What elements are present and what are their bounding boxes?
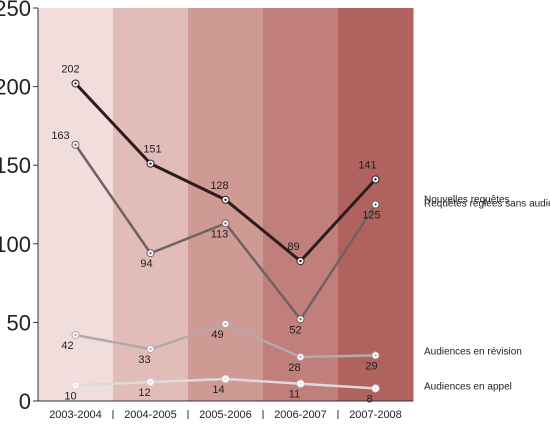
- y-tick-label: 200: [0, 75, 31, 100]
- data-label: 141: [358, 159, 376, 171]
- category-band: [263, 8, 339, 401]
- legend-entry: Requêtes réglées sans audience: [424, 199, 550, 210]
- x-tick-label: 2007-2008: [349, 409, 402, 421]
- x-tick-label: 2005-2006: [199, 409, 252, 421]
- data-point-center: [224, 322, 227, 326]
- category-band: [113, 8, 189, 401]
- y-tick-label: 50: [7, 310, 31, 335]
- data-label: 113: [211, 228, 229, 240]
- data-label: 94: [140, 258, 152, 270]
- data-label: 29: [365, 360, 377, 372]
- data-label: 128: [210, 180, 228, 192]
- data-label: 28: [288, 362, 300, 374]
- data-point-center: [74, 82, 77, 85]
- data-point-center: [149, 347, 152, 351]
- data-label: 10: [64, 390, 76, 402]
- data-label: 11: [289, 389, 300, 401]
- data-point-center: [74, 384, 77, 387]
- data-point-center: [299, 382, 302, 385]
- data-label: 14: [212, 384, 224, 396]
- data-label: 89: [287, 241, 299, 253]
- data-point-center: [149, 162, 152, 165]
- data-label: 202: [61, 63, 79, 75]
- x-tick-label: 2004-2005: [124, 409, 177, 421]
- y-tick-label: 100: [0, 232, 31, 257]
- data-point-center: [374, 203, 377, 206]
- data-point-center: [224, 222, 227, 225]
- data-point-center: [374, 387, 377, 390]
- data-point-center: [74, 143, 77, 146]
- data-label: 49: [211, 329, 223, 341]
- data-label: 163: [51, 130, 69, 142]
- data-label: 125: [362, 210, 380, 222]
- x-tick-label: 2006-2007: [274, 409, 327, 421]
- data-label: 42: [61, 340, 73, 352]
- y-tick-label: 150: [0, 153, 31, 178]
- data-label: 151: [143, 144, 161, 156]
- data-point-center: [74, 333, 77, 337]
- axes: 0 50 100 150 200 250 2003-2004 2004-2005 2005-20…: [0, 0, 413, 421]
- data-point-center: [299, 355, 302, 359]
- legend-entry: Audiences en révision: [424, 346, 522, 357]
- data-point-center: [299, 318, 302, 321]
- category-bands: [38, 8, 414, 401]
- y-tick-label: 250: [0, 0, 31, 21]
- x-tick-label: 2003-2004: [49, 409, 102, 421]
- data-label: 52: [289, 324, 301, 336]
- data-point-center: [224, 198, 227, 201]
- data-point-center: [374, 178, 377, 181]
- data-point-center: [149, 252, 152, 255]
- category-band: [188, 8, 264, 401]
- data-point-center: [149, 380, 152, 384]
- data-point-center: [224, 377, 227, 381]
- data-label: 12: [138, 387, 150, 399]
- legend-entry: Audiences en appel: [424, 381, 512, 392]
- series-lines: [71, 79, 380, 393]
- data-label: 8: [366, 393, 372, 405]
- y-tick-label: 0: [19, 389, 31, 414]
- legend-entry: Nouvelles requêtes: [424, 194, 510, 205]
- data-label: 33: [138, 354, 150, 366]
- data-point-center: [374, 354, 377, 357]
- data-point-center: [299, 259, 302, 263]
